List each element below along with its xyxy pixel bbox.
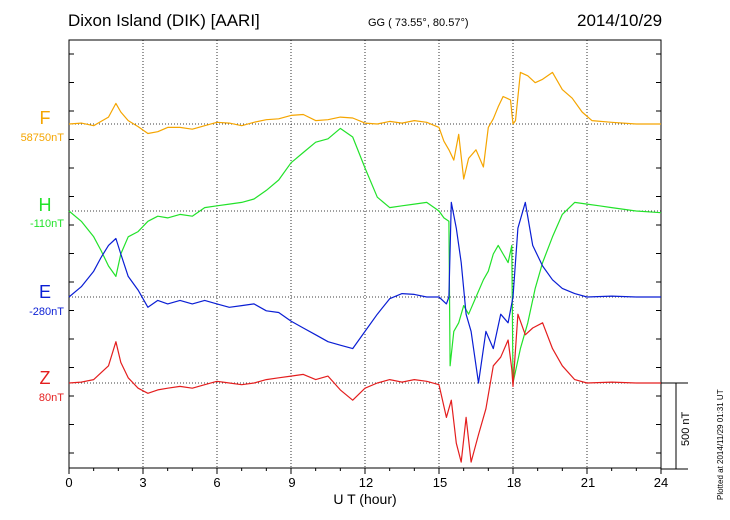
series-e-name: E xyxy=(38,282,51,302)
station-title: Dixon Island (DIK) [AARI] xyxy=(68,11,260,30)
series-h-baseline: -110nT xyxy=(29,218,64,230)
x-tick-label: 3 xyxy=(139,475,147,490)
x-axis-label: U T (hour) xyxy=(333,491,397,507)
series-h-line xyxy=(68,127,662,384)
series-e-baseline: -280nT xyxy=(29,306,64,318)
series-f-name: F xyxy=(39,108,51,128)
x-tick-label: 18 xyxy=(506,475,522,490)
x-tick-label: 24 xyxy=(653,475,669,490)
x-tick-label: 6 xyxy=(213,475,221,490)
x-tick-label: 0 xyxy=(65,475,73,490)
scale-bar-label: 500 nT xyxy=(680,411,692,446)
series-f-baseline: 58750nT xyxy=(20,132,64,144)
series-f-line xyxy=(68,71,661,180)
x-tick-label: 21 xyxy=(580,475,596,490)
series-h-name: H xyxy=(38,195,52,215)
series-e-line xyxy=(68,201,661,384)
series-z-name: Z xyxy=(39,368,51,388)
series-z-line xyxy=(68,313,661,463)
plotted-timestamp: Plotted at 2014/11/29 01:31 UT xyxy=(716,389,725,500)
series-z-baseline: 80nT xyxy=(38,392,64,404)
date-label: 2014/10/29 xyxy=(577,11,663,30)
x-tick-label: 15 xyxy=(432,475,448,490)
geographic-coordinates: GG ( 73.55°, 80.57°) xyxy=(368,17,469,29)
x-tick-label: 12 xyxy=(358,475,374,490)
x-tick-label: 9 xyxy=(288,475,296,490)
